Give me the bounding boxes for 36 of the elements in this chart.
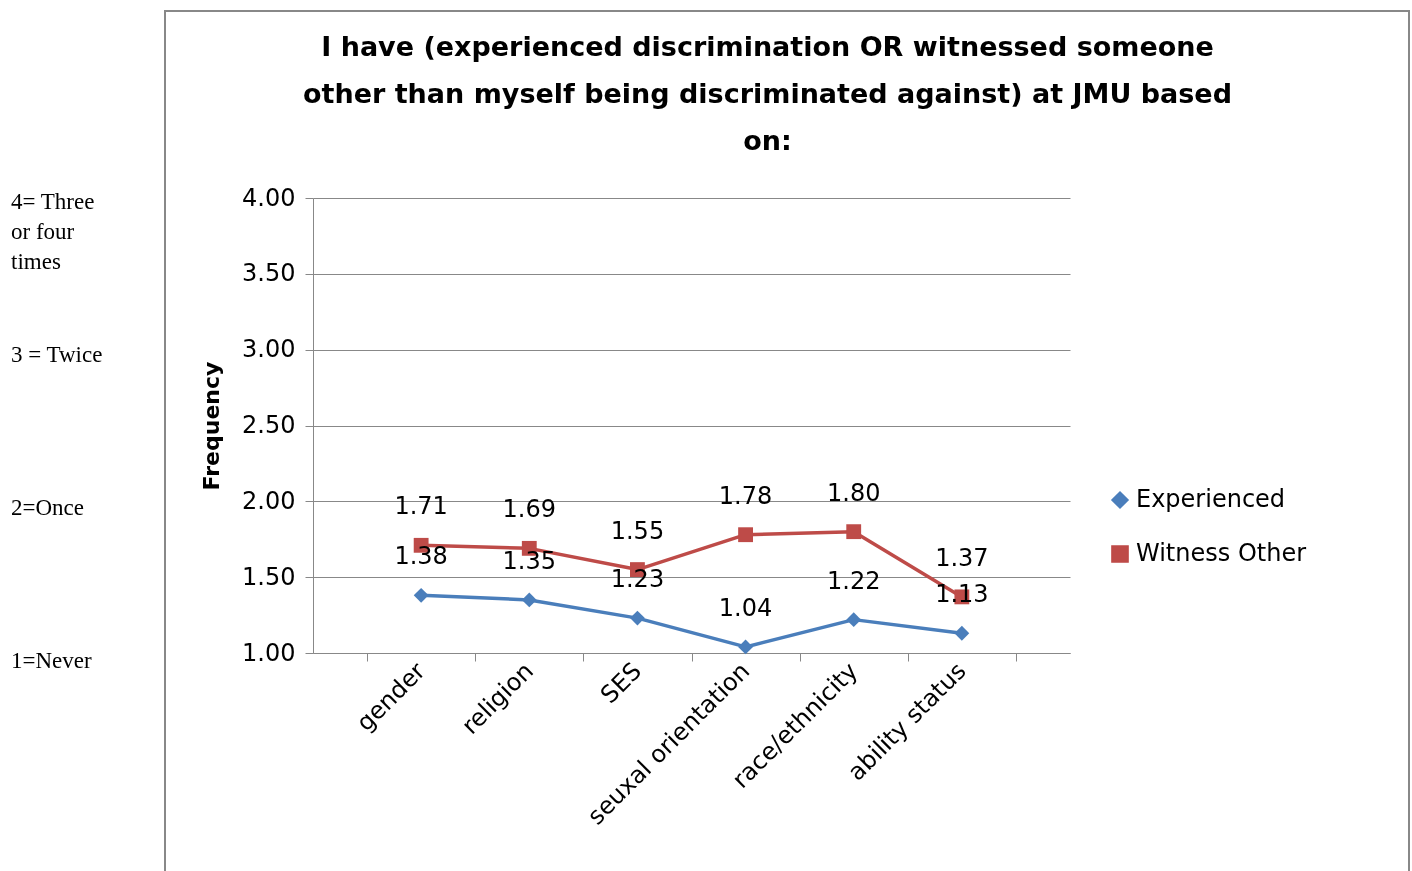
- point: [413, 587, 429, 603]
- y-tick-label: 3.50: [242, 259, 296, 288]
- y-axis-title: Frequency: [199, 361, 225, 491]
- point: [738, 527, 753, 543]
- legend-label: Witness Other: [1136, 539, 1307, 567]
- text: 2=Once: [11, 494, 85, 522]
- text: 1=Never: [11, 647, 93, 675]
- data-label: 1.80: [827, 478, 881, 507]
- y-tick-label: 1.50: [242, 562, 296, 591]
- y-tick-label: 1.00: [242, 638, 296, 667]
- text: I have (experienced discrimination OR witnessed someone: [321, 31, 1214, 62]
- point: [846, 612, 862, 628]
- text: 3 = Twice: [11, 341, 104, 369]
- text: other than myself being discriminated against) at JMU based: [302, 78, 1233, 109]
- point: [630, 610, 645, 626]
- data-label: 1.23: [610, 565, 665, 594]
- y-tick-label: 3.00: [242, 335, 296, 364]
- point: [846, 524, 862, 540]
- y-tick-label: 2.00: [242, 486, 296, 515]
- data-label: 1.22: [827, 566, 881, 595]
- data-label: 1.38: [394, 542, 448, 571]
- y-tick-label: 2.50: [242, 411, 296, 439]
- data-label: 1.35: [502, 546, 556, 575]
- data-label: 1.71: [394, 492, 448, 521]
- data-label: 1.55: [610, 516, 665, 545]
- point: [954, 625, 970, 641]
- data-label: 1.78: [718, 481, 773, 510]
- data-label: 1.04: [718, 593, 773, 622]
- text: 4= Three or four times: [11, 188, 96, 276]
- data-label: 1.37: [935, 543, 989, 572]
- point: [738, 639, 753, 655]
- legend-label: Experienced: [1136, 485, 1286, 513]
- point: [521, 592, 537, 608]
- text: on:: [743, 125, 792, 156]
- y-tick-label: 4.00: [242, 183, 296, 212]
- data-label: 1.69: [502, 495, 556, 524]
